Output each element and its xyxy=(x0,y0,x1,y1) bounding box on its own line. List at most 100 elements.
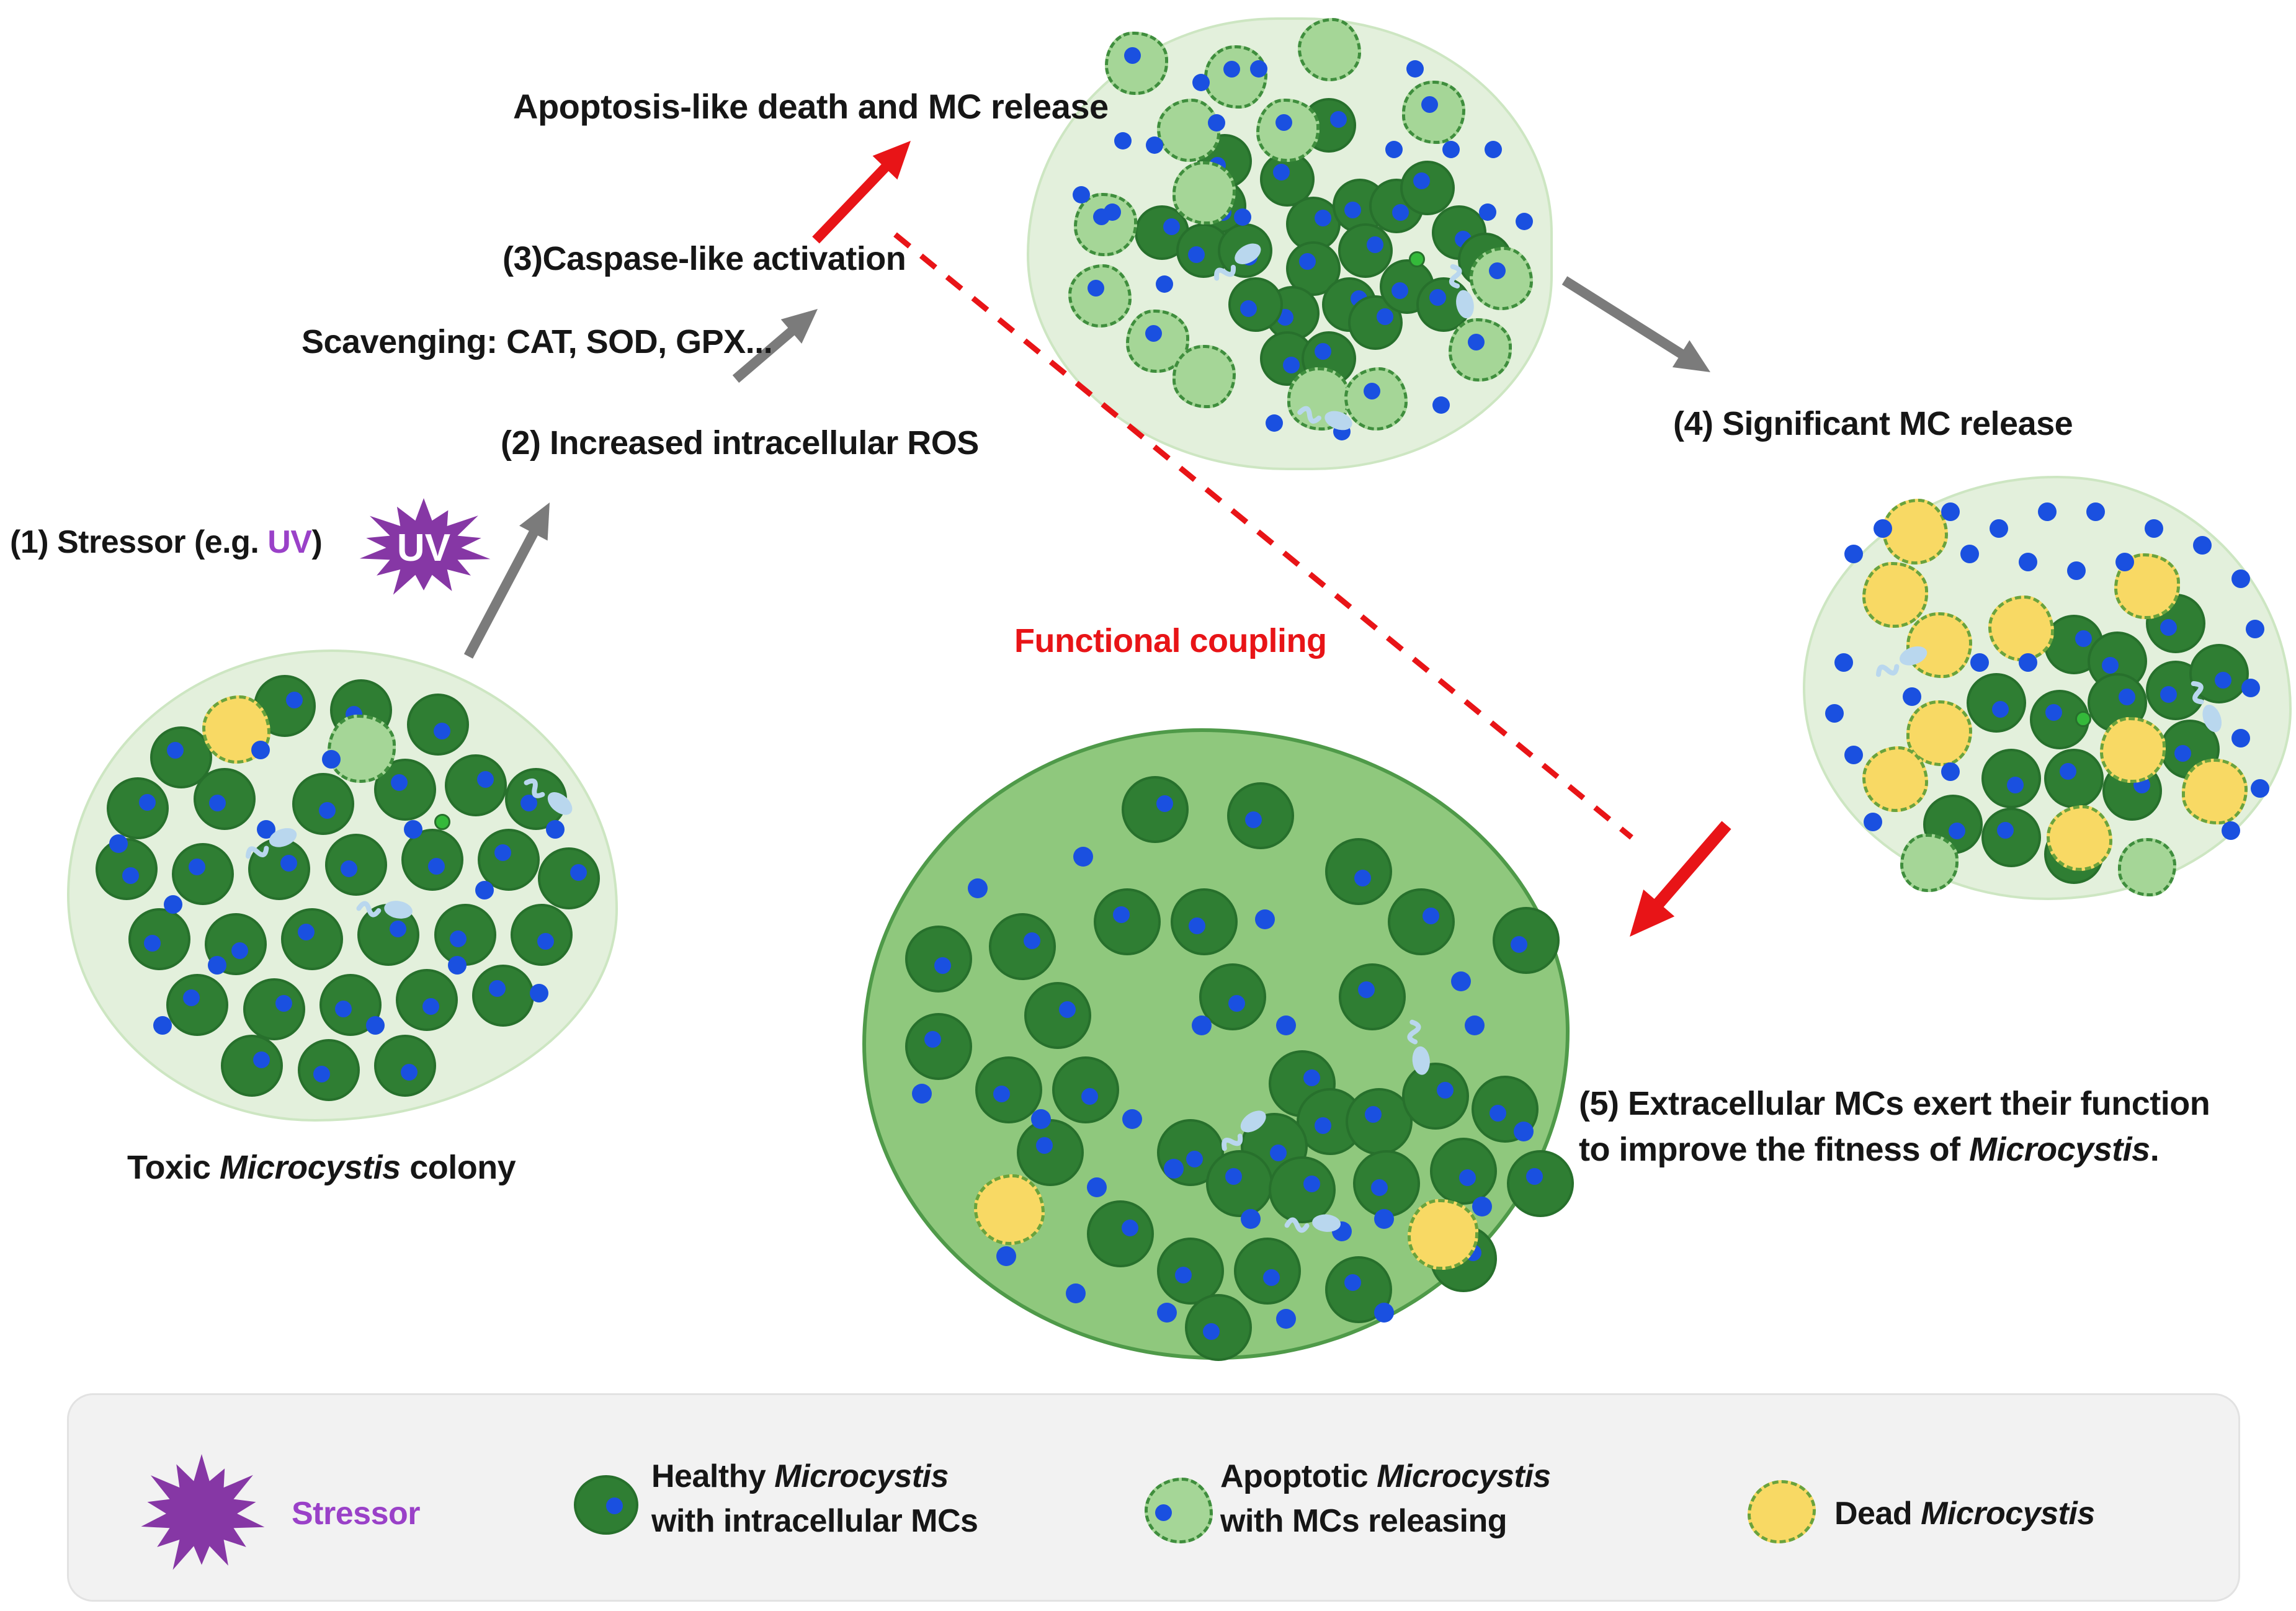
healthy-cell xyxy=(406,693,469,756)
label-step5-line2-suffix: . xyxy=(2150,1131,2160,1168)
mc-dot-icon xyxy=(1155,1504,1172,1521)
healthy-cell xyxy=(1324,838,1392,906)
mc-dot xyxy=(318,801,336,819)
mc-dot xyxy=(1303,1176,1321,1193)
label-step5-line2-species: Microcystis xyxy=(1969,1131,2150,1168)
healthy-cell xyxy=(1171,888,1238,955)
lysed-cell-debris xyxy=(242,828,302,887)
mc-dot xyxy=(2174,744,2192,762)
mc-dot xyxy=(2045,704,2062,721)
released-mc-dot xyxy=(475,881,494,900)
label-step1-stressor: (1) Stressor (e.g. UV) xyxy=(10,522,323,563)
mc-dot xyxy=(1996,821,2014,839)
mc-dot xyxy=(209,795,226,812)
lysed-cell-debris xyxy=(1208,243,1267,305)
legend-dead-cell-icon xyxy=(1748,1480,1816,1543)
released-mc-dot xyxy=(1479,203,1497,221)
mc-dot xyxy=(1391,282,1408,299)
mc-dot xyxy=(298,924,315,941)
apoptotic-cell xyxy=(1173,161,1236,225)
legend-healthy-label: Healthy Microcystis with intracellular MC… xyxy=(651,1454,978,1543)
mc-dot xyxy=(1298,253,1316,270)
healthy-cell xyxy=(1981,807,2041,867)
label-scavenging-enzymes: Scavenging: CAT, SOD, GPX... xyxy=(302,323,773,360)
label-step2-ros: (2) Increased intracellular ROS xyxy=(501,424,979,462)
healthy-cell xyxy=(1199,963,1266,1030)
healthy-cell xyxy=(1981,748,2041,808)
released-mc-dot xyxy=(1844,544,1863,563)
mc-dot xyxy=(167,741,184,759)
healthy-cell xyxy=(1024,981,1091,1049)
mc-dot xyxy=(1272,163,1290,181)
released-mc-dot xyxy=(2144,519,2163,538)
released-mc-dot xyxy=(2115,553,2134,572)
dead-cell xyxy=(2099,716,2166,783)
mc-dot xyxy=(1188,246,1205,264)
healthy-cell xyxy=(472,964,535,1027)
released-mc-dot xyxy=(1834,653,1854,672)
mc-dot xyxy=(1358,981,1375,998)
released-mc-dot xyxy=(1122,1109,1142,1129)
released-mc-dot xyxy=(2246,620,2265,639)
healthy-cell xyxy=(128,908,190,971)
released-mc-dot xyxy=(251,741,270,760)
dead-cell xyxy=(202,695,270,764)
released-mc-dot xyxy=(1157,1302,1177,1323)
mc-dot-icon xyxy=(606,1497,623,1514)
mc-dot xyxy=(1511,935,1528,953)
mc-dot xyxy=(1124,47,1141,64)
healthy-cell xyxy=(172,842,235,905)
legend-dead-label: Dead Microcystis xyxy=(1834,1493,2095,1534)
released-mc-dot xyxy=(207,955,226,975)
label-step1-prefix: (1) Stressor (e.g. xyxy=(10,524,268,560)
released-mc-dot xyxy=(1031,1109,1051,1129)
mc-dot xyxy=(400,1063,418,1081)
mc-dot xyxy=(1436,1082,1454,1099)
mc-dot xyxy=(537,932,554,950)
released-mc-dot xyxy=(1275,1308,1296,1329)
released-mc-dot xyxy=(2018,553,2037,572)
dead-cell xyxy=(1988,595,2055,661)
apoptotic-cell xyxy=(1105,31,1168,95)
small-green-cell xyxy=(1408,251,1425,267)
released-mc-dot xyxy=(365,1016,385,1035)
released-mc-dot xyxy=(1450,971,1471,992)
healthy-cell xyxy=(243,978,305,1041)
mc-dot xyxy=(1156,795,1174,812)
released-mc-dot xyxy=(529,983,548,1002)
healthy-cell xyxy=(166,973,229,1036)
mc-dot xyxy=(1314,342,1331,360)
mc-dot xyxy=(1275,114,1292,132)
healthy-cell xyxy=(989,913,1056,981)
mc-dot xyxy=(143,935,161,952)
released-mc-dot xyxy=(1241,1208,1261,1229)
mc-dot xyxy=(1468,334,1485,351)
healthy-cell xyxy=(297,1039,360,1102)
healthy-cell xyxy=(1017,1119,1084,1187)
mc-dot xyxy=(520,795,537,812)
released-mc-dot xyxy=(322,750,341,769)
healthy-cell xyxy=(1185,1293,1252,1361)
uv-badge-label: UV xyxy=(396,527,451,569)
released-mc-dot xyxy=(1902,687,1921,706)
released-mc-dot xyxy=(164,895,183,914)
mc-dot xyxy=(433,722,450,739)
healthy-cell xyxy=(1400,161,1455,216)
label-step1-suffix: ) xyxy=(311,524,323,560)
healthy-cell xyxy=(1338,223,1393,279)
mc-dot xyxy=(390,774,408,792)
healthy-cell xyxy=(1352,1150,1420,1218)
label-toxic-suffix: colony xyxy=(400,1149,516,1186)
healthy-cell xyxy=(510,903,573,966)
released-mc-dot xyxy=(1844,746,1863,765)
mc-dot xyxy=(993,1086,1010,1103)
released-mc-dot xyxy=(404,820,423,839)
released-mc-dot xyxy=(1265,414,1283,432)
released-mc-dot xyxy=(1104,203,1122,221)
legend-healthy-species: Microcystis xyxy=(774,1458,949,1494)
healthy-cell xyxy=(905,1013,972,1080)
mc-dot xyxy=(1113,906,1130,923)
released-mc-dot xyxy=(1432,396,1450,414)
mc-dot xyxy=(340,860,357,877)
